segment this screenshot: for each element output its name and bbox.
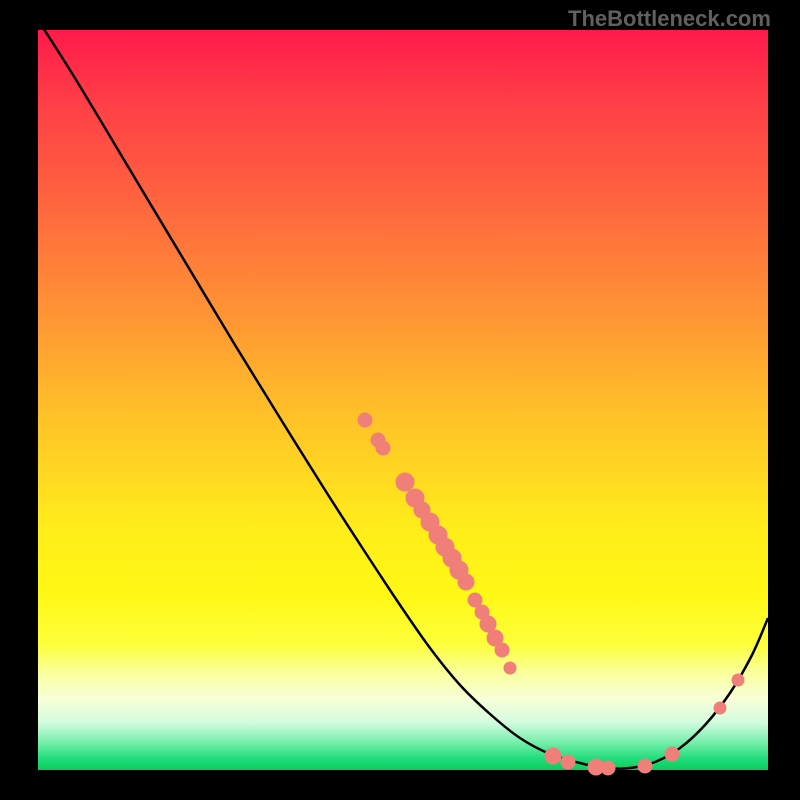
plot-background	[38, 30, 768, 770]
data-marker	[665, 747, 679, 761]
data-marker	[376, 441, 390, 455]
data-marker	[495, 643, 509, 657]
data-marker	[732, 674, 744, 686]
data-marker	[504, 662, 516, 674]
data-marker	[638, 759, 652, 773]
data-marker	[480, 616, 496, 632]
chart-svg	[0, 0, 800, 800]
data-marker	[714, 702, 726, 714]
data-marker	[358, 413, 372, 427]
data-marker	[458, 574, 474, 590]
data-marker	[545, 748, 561, 764]
data-marker	[561, 755, 575, 769]
data-marker	[601, 761, 615, 775]
data-marker	[396, 473, 414, 491]
